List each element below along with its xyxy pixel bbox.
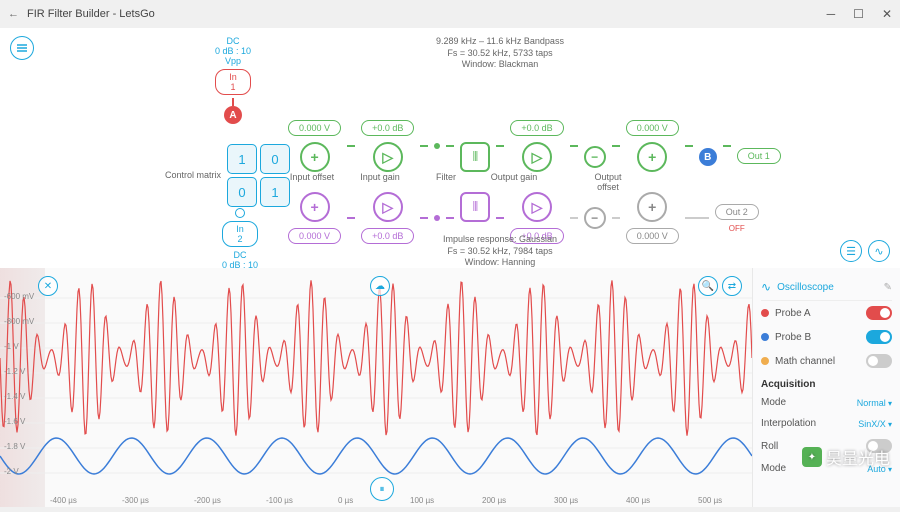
probe-a-node[interactable]: A <box>224 106 242 124</box>
probe-b-row: Probe B <box>761 325 892 349</box>
scope-close-icon[interactable]: ✕ <box>38 276 58 296</box>
scope-zoom-icon[interactable]: 🔍 <box>698 276 718 296</box>
in-gain2-node[interactable]: ▷ <box>373 192 403 222</box>
waveform-svg <box>0 268 752 507</box>
probe-a-toggle[interactable] <box>866 306 892 320</box>
in2-pill[interactable]: In 2 <box>222 221 258 247</box>
scope-canvas[interactable]: -600 mV -800 mV -1 V -1.2 V -1.4 V -1.6 … <box>0 268 752 507</box>
invert2-node[interactable]: − <box>584 207 606 229</box>
pause-button[interactable]: ⏸ <box>370 477 394 501</box>
in-offset1-val[interactable]: 0.000 V <box>288 120 341 136</box>
filter-builder-area: 9.289 kHz – 11.6 kHz Bandpass Fs = 30.52… <box>0 28 900 268</box>
math-toggle[interactable] <box>866 354 892 368</box>
out-offset2-val[interactable]: 0.000 V <box>626 228 679 244</box>
probe-a-row: Probe A <box>761 301 892 325</box>
out2-off: OFF <box>729 224 745 233</box>
in1-range: 0 dB : 10 Vpp <box>208 46 258 66</box>
invert1-node[interactable]: − <box>584 146 606 168</box>
notes-icon[interactable]: ☰ <box>840 240 862 262</box>
mode-row[interactable]: ModeNormal <box>761 392 892 413</box>
probe-b-toggle[interactable] <box>866 330 892 344</box>
probe-b-node[interactable]: B <box>699 148 717 166</box>
out2-pill[interactable]: Out 2 <box>715 204 759 220</box>
out-gain1-val[interactable]: +0.0 dB <box>510 120 563 136</box>
window-title: FIR Filter Builder - LetsGo <box>27 8 155 20</box>
filter2-node[interactable]: ⫴ <box>460 192 490 222</box>
in-gain2-val[interactable]: +0.0 dB <box>361 228 414 244</box>
back-icon[interactable]: ← <box>8 8 19 20</box>
out1-pill[interactable]: Out 1 <box>737 148 781 164</box>
control-matrix[interactable]: 1 0 0 1 <box>227 144 290 207</box>
chain-row-1: 0.000 V + +0.0 dB ▷ x ⫴ +0.0 dB ▷ <box>288 120 781 172</box>
menu-button[interactable] <box>10 36 34 60</box>
scope-panel: ∿ Oscilloscope ✎ Probe A Probe B Math ch… <box>752 268 900 507</box>
in1-dc: DC <box>208 36 258 46</box>
watermark: ✦昊量光电 <box>802 445 890 469</box>
out-offset1-node[interactable]: + <box>637 142 667 172</box>
interp-row[interactable]: InterpolationSinX/X <box>761 413 892 434</box>
close-button[interactable]: ✕ <box>882 7 892 21</box>
matrix-label: Control matrix <box>165 170 221 181</box>
acquisition-header: Acquisition <box>761 379 892 390</box>
oscilloscope-area: -600 mV -800 mV -1 V -1.2 V -1.4 V -1.6 … <box>0 268 900 507</box>
scope-reset-icon[interactable]: ⇄ <box>722 276 742 296</box>
in-offset2-node[interactable]: + <box>300 192 330 222</box>
maximize-button[interactable]: ☐ <box>853 7 864 21</box>
in1-pill[interactable]: In 1 <box>215 69 251 95</box>
filter1-info: 9.289 kHz – 11.6 kHz Bandpass Fs = 30.52… <box>410 36 590 71</box>
in-gain1-val[interactable]: +0.0 dB <box>361 120 414 136</box>
filter2-info: Impulse response: Gaussian Fs = 30.52 kH… <box>410 234 590 268</box>
in2-dot <box>235 208 245 218</box>
out-gain2-node[interactable]: ▷ <box>522 192 552 222</box>
minimize-button[interactable]: ─ <box>827 7 836 21</box>
scope-cloud-icon[interactable]: ☁ <box>370 276 390 296</box>
out-offset1-val[interactable]: 0.000 V <box>626 120 679 136</box>
oscilloscope-icon: ∿ <box>761 280 771 294</box>
graph-icon[interactable]: ∿ <box>868 240 890 262</box>
in-offset2-val[interactable]: 0.000 V <box>288 228 341 244</box>
out-offset2-node[interactable]: + <box>637 192 667 222</box>
edit-icon[interactable]: ✎ <box>884 282 892 293</box>
titlebar: ← FIR Filter Builder - LetsGo ─ ☐ ✕ <box>0 0 900 28</box>
oscilloscope-tab[interactable]: ∿ Oscilloscope ✎ <box>761 274 892 301</box>
math-row: Math channel <box>761 349 892 373</box>
